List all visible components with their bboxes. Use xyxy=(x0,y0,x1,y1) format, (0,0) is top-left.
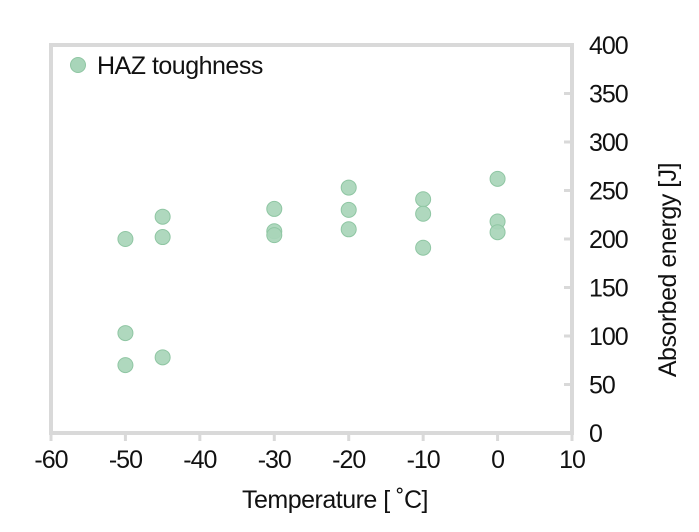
x-tick-label: -20 xyxy=(332,446,365,474)
x-tick-label: -40 xyxy=(183,446,216,474)
y-tick-label: 50 xyxy=(589,372,615,400)
data-points xyxy=(117,170,506,374)
data-point xyxy=(117,357,134,374)
y-axis-title: Absorbed energy [J] xyxy=(654,163,682,377)
data-point xyxy=(415,191,432,208)
y-tick-label: 300 xyxy=(589,129,628,157)
data-point xyxy=(154,208,171,225)
x-tick-label: -50 xyxy=(109,446,142,474)
y-tick-label: 0 xyxy=(589,420,602,448)
data-point xyxy=(489,170,506,187)
data-point xyxy=(415,205,432,222)
data-point xyxy=(340,179,357,196)
data-point xyxy=(117,325,134,342)
legend-label: HAZ toughness xyxy=(97,52,263,80)
y-tick-label: 400 xyxy=(589,32,628,60)
legend: HAZ toughness xyxy=(70,52,263,80)
y-tick-label: 250 xyxy=(589,178,628,206)
y-tick-label: 200 xyxy=(589,226,628,254)
x-tick-label: -30 xyxy=(258,446,291,474)
data-point xyxy=(117,231,134,247)
y-tick-label: 150 xyxy=(589,275,628,303)
data-point xyxy=(415,239,432,256)
x-axis-ticks: -60 -50 -40 -30 -20 -10 0 10 xyxy=(34,433,586,474)
x-tick-label: -10 xyxy=(407,446,440,474)
x-tick-label: 10 xyxy=(559,446,585,474)
x-axis-title: Temperature [ ˚C] xyxy=(242,486,428,514)
data-point xyxy=(154,349,171,366)
data-point xyxy=(154,229,171,246)
x-tick-label: -60 xyxy=(34,446,67,474)
data-point xyxy=(340,221,357,238)
y-axis-ticks: 0 50 100 150 200 250 300 350 400 xyxy=(564,32,629,448)
data-point xyxy=(489,224,506,241)
y-tick-label: 350 xyxy=(589,81,628,109)
y-tick-label: 100 xyxy=(589,323,628,351)
data-point xyxy=(266,200,283,217)
data-point xyxy=(266,227,283,244)
legend-marker-icon xyxy=(70,57,86,73)
x-tick-label: 0 xyxy=(491,446,504,474)
data-point xyxy=(340,201,357,218)
